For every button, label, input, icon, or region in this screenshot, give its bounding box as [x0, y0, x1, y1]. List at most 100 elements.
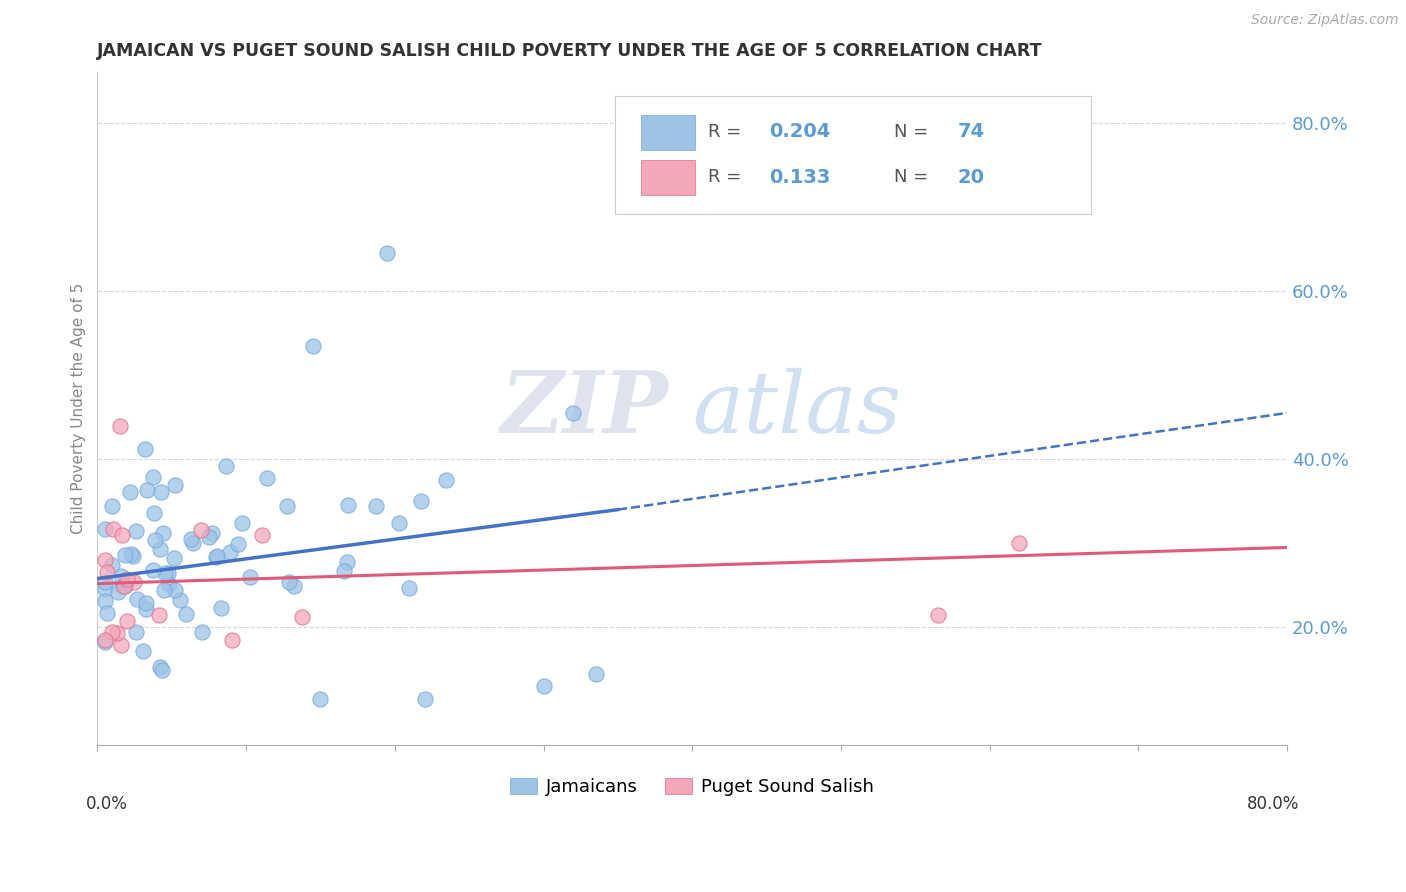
- Point: [180, 533, 202, 547]
- Point: [96, 606, 118, 620]
- Point: [107, 584, 129, 599]
- Text: N =: N =: [894, 122, 935, 141]
- Point: [198, 530, 221, 544]
- Point: [221, 633, 243, 648]
- Point: [159, 577, 181, 591]
- Point: [434, 473, 457, 487]
- Point: [94, 633, 117, 648]
- Point: [101, 624, 124, 639]
- Point: [114, 579, 136, 593]
- Point: [149, 660, 172, 674]
- Point: [111, 528, 134, 542]
- Point: [169, 593, 191, 607]
- Point: [105, 626, 128, 640]
- Point: [302, 339, 325, 353]
- Point: [413, 691, 436, 706]
- Point: [94, 522, 117, 536]
- Point: [333, 564, 356, 578]
- Point: [136, 483, 159, 497]
- Point: [143, 533, 166, 547]
- Point: [398, 581, 420, 595]
- Point: [153, 566, 176, 580]
- Point: [218, 545, 240, 559]
- Point: [215, 458, 238, 473]
- Point: [585, 666, 607, 681]
- Point: [118, 485, 141, 500]
- Point: [115, 614, 138, 628]
- Point: [250, 528, 273, 542]
- Text: N =: N =: [894, 169, 935, 186]
- Point: [108, 418, 131, 433]
- Point: [336, 555, 359, 569]
- Point: [110, 569, 132, 583]
- Point: [148, 607, 170, 622]
- Text: JAMAICAN VS PUGET SOUND SALISH CHILD POVERTY UNDER THE AGE OF 5 CORRELATION CHAR: JAMAICAN VS PUGET SOUND SALISH CHILD POV…: [97, 42, 1043, 60]
- Point: [388, 516, 411, 530]
- Point: [94, 635, 117, 649]
- Point: [411, 493, 433, 508]
- Point: [135, 602, 157, 616]
- Text: 0.0%: 0.0%: [86, 796, 128, 814]
- Point: [276, 499, 298, 513]
- Point: [150, 663, 173, 677]
- Point: [142, 470, 165, 484]
- Point: [121, 549, 143, 563]
- Point: [1008, 536, 1031, 550]
- Point: [112, 579, 135, 593]
- Point: [152, 525, 174, 540]
- Point: [336, 498, 359, 512]
- Point: [231, 516, 253, 530]
- Point: [134, 442, 156, 456]
- Point: [94, 553, 117, 567]
- Point: [156, 566, 179, 581]
- Point: [562, 406, 585, 420]
- Point: [226, 536, 249, 550]
- Point: [239, 570, 262, 584]
- Text: 20: 20: [957, 168, 984, 186]
- Point: [163, 551, 186, 566]
- Point: [278, 574, 301, 589]
- Point: [927, 607, 949, 622]
- Point: [131, 644, 153, 658]
- Point: [290, 609, 312, 624]
- Point: [283, 579, 305, 593]
- Point: [125, 592, 148, 607]
- Point: [115, 572, 138, 586]
- FancyBboxPatch shape: [614, 96, 1091, 214]
- FancyBboxPatch shape: [641, 160, 695, 194]
- Point: [191, 625, 214, 640]
- Point: [94, 582, 117, 597]
- Point: [120, 547, 142, 561]
- Point: [204, 549, 226, 564]
- Y-axis label: Child Poverty Under the Age of 5: Child Poverty Under the Age of 5: [72, 283, 86, 534]
- Point: [143, 506, 166, 520]
- Point: [181, 536, 204, 550]
- Text: ZIP: ZIP: [501, 367, 668, 450]
- Point: [101, 558, 124, 573]
- Text: 74: 74: [957, 122, 984, 141]
- Point: [122, 574, 145, 589]
- Text: 0.204: 0.204: [769, 122, 831, 141]
- Point: [364, 499, 387, 513]
- Point: [209, 601, 232, 615]
- Point: [103, 522, 125, 536]
- Point: [114, 548, 136, 562]
- Point: [201, 526, 224, 541]
- Point: [96, 565, 118, 579]
- Point: [101, 499, 124, 513]
- Point: [149, 541, 172, 556]
- Point: [142, 563, 165, 577]
- Point: [125, 524, 148, 538]
- Text: atlas: atlas: [692, 368, 901, 450]
- Point: [134, 596, 156, 610]
- Point: [190, 523, 212, 537]
- Text: Source: ZipAtlas.com: Source: ZipAtlas.com: [1251, 13, 1399, 28]
- Point: [163, 477, 186, 491]
- Point: [153, 582, 176, 597]
- Point: [125, 625, 148, 640]
- Point: [533, 679, 555, 693]
- Point: [111, 579, 134, 593]
- Text: 0.133: 0.133: [769, 168, 831, 186]
- Point: [256, 470, 278, 484]
- Point: [375, 246, 398, 260]
